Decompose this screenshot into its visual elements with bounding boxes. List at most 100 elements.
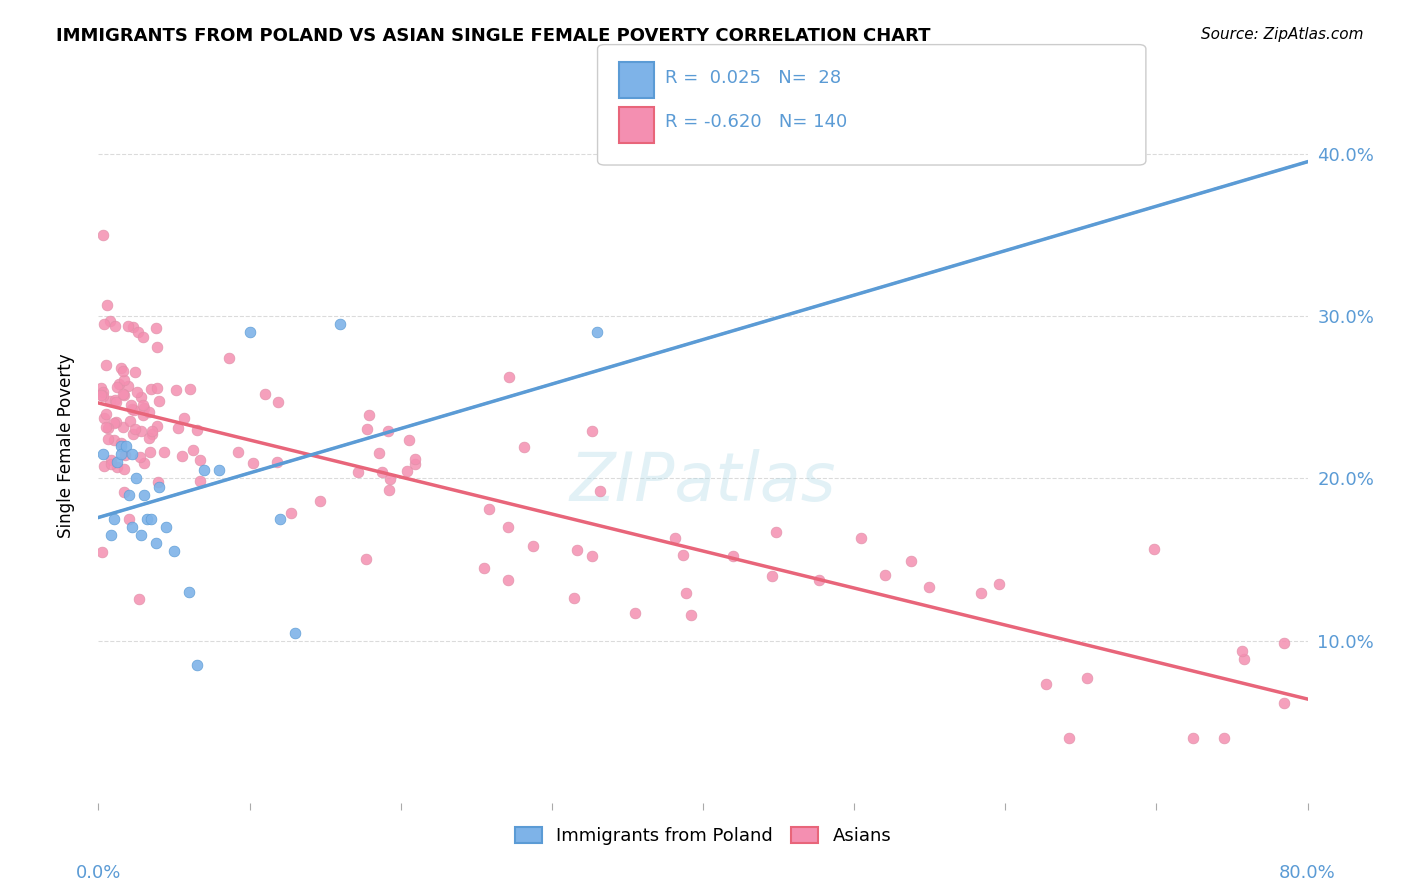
Point bbox=[94, 358, 117, 372]
Point bbox=[124, 422, 146, 436]
Point bbox=[581, 549, 603, 563]
Y-axis label: Single Female Poverty: Single Female Poverty bbox=[56, 354, 75, 538]
Legend: Immigrants from Poland, Asians: Immigrants from Poland, Asians bbox=[506, 818, 900, 855]
Point bbox=[129, 450, 152, 465]
Point bbox=[145, 419, 167, 434]
Point bbox=[139, 383, 162, 397]
Point bbox=[1212, 731, 1234, 745]
Point bbox=[100, 457, 122, 471]
Point bbox=[97, 421, 120, 435]
Point bbox=[90, 381, 112, 395]
Point bbox=[96, 432, 118, 446]
Point bbox=[586, 326, 609, 340]
Point bbox=[624, 606, 647, 620]
Point bbox=[91, 228, 114, 243]
Text: Source: ZipAtlas.com: Source: ZipAtlas.com bbox=[1201, 27, 1364, 42]
Point bbox=[121, 447, 143, 461]
Point bbox=[107, 377, 129, 392]
Point bbox=[1182, 731, 1205, 745]
Point bbox=[269, 512, 291, 526]
Point bbox=[145, 536, 167, 550]
Point bbox=[1233, 652, 1256, 666]
Point bbox=[370, 465, 392, 479]
Point bbox=[138, 405, 160, 419]
Point bbox=[117, 378, 139, 392]
Point bbox=[565, 542, 588, 557]
Text: IMMIGRANTS FROM POLAND VS ASIAN SINGLE FEMALE POVERTY CORRELATION CHART: IMMIGRANTS FROM POLAND VS ASIAN SINGLE F… bbox=[56, 27, 931, 45]
Point bbox=[188, 475, 211, 489]
Point bbox=[118, 414, 141, 428]
Point bbox=[1143, 541, 1166, 556]
Point bbox=[478, 501, 501, 516]
Point bbox=[146, 475, 169, 489]
Point bbox=[900, 554, 922, 568]
Point bbox=[114, 439, 136, 453]
Point bbox=[128, 591, 150, 606]
Point bbox=[91, 389, 114, 403]
Point bbox=[139, 445, 162, 459]
Point bbox=[970, 586, 993, 600]
Point bbox=[124, 365, 146, 379]
Point bbox=[239, 326, 262, 340]
Point bbox=[111, 364, 134, 378]
Point bbox=[120, 398, 142, 412]
Point bbox=[94, 419, 117, 434]
Point bbox=[125, 385, 148, 400]
Point bbox=[110, 360, 132, 375]
Point bbox=[679, 608, 702, 623]
Point bbox=[188, 452, 211, 467]
Point bbox=[378, 472, 401, 486]
Point bbox=[186, 423, 208, 437]
Point bbox=[404, 458, 426, 472]
Point bbox=[498, 574, 520, 588]
Point bbox=[367, 446, 389, 460]
Point bbox=[146, 340, 169, 354]
Point bbox=[103, 512, 125, 526]
Point bbox=[1272, 636, 1295, 650]
Point bbox=[498, 370, 520, 384]
Point bbox=[148, 394, 170, 409]
Point bbox=[98, 313, 121, 327]
Point bbox=[173, 411, 195, 425]
Text: R =  0.025   N=  28: R = 0.025 N= 28 bbox=[665, 69, 841, 87]
Point bbox=[141, 426, 163, 441]
Point bbox=[98, 394, 121, 409]
Point bbox=[155, 520, 177, 534]
Point bbox=[110, 435, 132, 450]
Point bbox=[121, 320, 143, 334]
Point bbox=[93, 318, 115, 332]
Point bbox=[103, 416, 125, 430]
Point bbox=[765, 525, 787, 540]
Point bbox=[329, 318, 352, 332]
Point bbox=[808, 573, 831, 587]
Point bbox=[100, 452, 122, 467]
Point bbox=[145, 320, 167, 334]
Point bbox=[280, 506, 302, 520]
Point bbox=[172, 450, 194, 464]
Point bbox=[186, 657, 208, 672]
Point bbox=[112, 388, 135, 402]
Point bbox=[104, 318, 127, 333]
Point bbox=[193, 463, 215, 477]
Point bbox=[354, 552, 377, 566]
Point bbox=[266, 394, 288, 409]
Point bbox=[851, 531, 873, 545]
Point bbox=[179, 382, 201, 396]
Point bbox=[356, 422, 378, 436]
Point bbox=[107, 459, 129, 474]
Point bbox=[118, 488, 141, 502]
Point bbox=[562, 591, 585, 606]
Point bbox=[105, 415, 128, 429]
Point bbox=[132, 488, 155, 502]
Point bbox=[723, 549, 745, 563]
Point bbox=[218, 351, 240, 366]
Point bbox=[129, 390, 152, 404]
Point bbox=[112, 484, 135, 499]
Point bbox=[496, 520, 519, 534]
Point bbox=[208, 463, 231, 477]
Point bbox=[1272, 697, 1295, 711]
Point bbox=[581, 424, 603, 438]
Point bbox=[121, 401, 143, 416]
Point bbox=[91, 544, 114, 558]
Point bbox=[472, 561, 495, 575]
